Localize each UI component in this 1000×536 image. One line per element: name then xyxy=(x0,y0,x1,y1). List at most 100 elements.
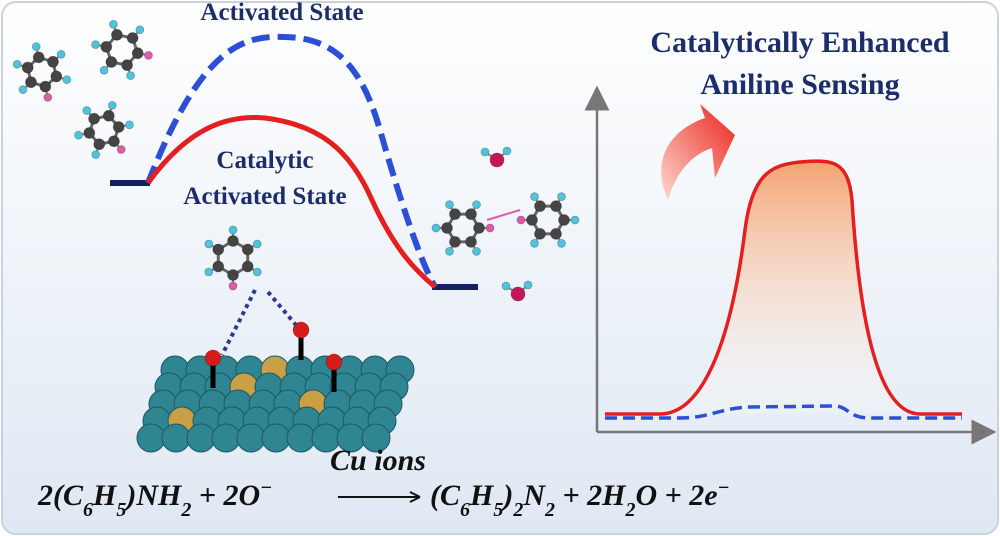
molecules xyxy=(12,20,580,453)
atom xyxy=(530,192,539,202)
atom xyxy=(557,192,566,202)
atom xyxy=(91,150,101,160)
atom xyxy=(431,223,441,233)
equation-token: 2 xyxy=(512,499,523,521)
atom xyxy=(39,80,52,93)
sensing-title: Catalytically Enhanced xyxy=(650,26,949,59)
atom xyxy=(292,321,310,339)
surface-atom xyxy=(261,423,291,453)
atom xyxy=(252,239,262,249)
equation-token: (C xyxy=(430,479,461,512)
atom xyxy=(131,47,144,60)
atom xyxy=(516,215,526,225)
atom xyxy=(74,130,83,140)
surface-atom xyxy=(186,423,216,453)
atom xyxy=(489,152,505,168)
atom xyxy=(557,238,566,248)
atom xyxy=(126,71,135,80)
atom xyxy=(558,214,570,226)
atom xyxy=(109,20,118,29)
catalytic-label: Activated State xyxy=(183,183,346,210)
surface-atom xyxy=(361,423,391,453)
atom xyxy=(473,222,485,234)
atom xyxy=(550,200,562,213)
activated-label: Activated State xyxy=(200,0,363,26)
atom xyxy=(21,61,34,74)
atom xyxy=(47,55,59,68)
equation-token: 2 xyxy=(544,499,555,521)
response-curve xyxy=(605,159,962,416)
atom xyxy=(570,215,580,225)
atom xyxy=(102,109,115,122)
atom xyxy=(445,200,454,210)
atom xyxy=(204,239,214,249)
atom xyxy=(530,238,539,248)
equation-token: 2 xyxy=(624,499,635,521)
equation-token: 6 xyxy=(83,499,93,521)
arrow-label: Cu ions xyxy=(330,444,426,477)
sensing-title: Aniline Sensing xyxy=(700,68,899,101)
equation-token: O + 2e xyxy=(635,479,717,512)
atom xyxy=(83,127,96,139)
atom xyxy=(241,260,254,273)
atom xyxy=(108,135,120,148)
uncatalyzed-curve xyxy=(145,33,438,289)
atom xyxy=(449,208,461,221)
atom xyxy=(204,349,222,367)
equation-token: − xyxy=(718,477,730,499)
atom xyxy=(465,208,477,221)
equation-token: H xyxy=(469,479,495,512)
equation-left: 2(C6H5)NH2 + 2O− xyxy=(37,477,272,521)
atom xyxy=(31,42,41,52)
atom xyxy=(526,214,538,226)
atom xyxy=(107,100,117,110)
atom xyxy=(480,147,490,157)
surface-atom xyxy=(161,423,191,453)
atom xyxy=(212,260,225,273)
equation-token: H xyxy=(92,479,118,512)
baseline-curve xyxy=(605,404,962,420)
atom xyxy=(510,286,526,302)
atom xyxy=(12,59,22,69)
atom xyxy=(227,235,239,247)
atom xyxy=(116,145,126,154)
atom xyxy=(534,200,546,213)
atom xyxy=(126,32,139,44)
atom xyxy=(50,70,63,83)
atom xyxy=(18,85,28,95)
atom xyxy=(523,280,533,290)
atom xyxy=(445,246,454,256)
atom xyxy=(204,267,214,277)
atom xyxy=(501,281,511,291)
equation-token: ) xyxy=(500,479,513,512)
atom xyxy=(472,200,481,210)
equation-token: 5 xyxy=(493,499,503,521)
atom xyxy=(121,59,133,72)
atom xyxy=(135,25,145,35)
equation-token: 2(C xyxy=(37,479,84,512)
atom xyxy=(534,227,546,240)
atom xyxy=(228,281,238,291)
atom xyxy=(91,40,100,50)
atom xyxy=(93,138,106,151)
atom xyxy=(99,65,109,75)
equation-right: (C6H5)2N2 + 2H2O + 2e− xyxy=(430,477,730,521)
surface-atom xyxy=(211,423,241,453)
atom xyxy=(325,353,343,371)
equation-token: + 2H xyxy=(555,479,627,512)
catalytic-label: Catalytic xyxy=(216,147,313,174)
equation-token: 5 xyxy=(116,499,126,521)
atom xyxy=(56,49,66,59)
reaction-arrow-head xyxy=(409,491,421,503)
equation-token: − xyxy=(260,477,272,499)
atom xyxy=(88,112,100,125)
atom xyxy=(32,51,45,64)
atom xyxy=(111,28,123,41)
atom xyxy=(82,106,92,115)
atom xyxy=(105,56,118,68)
atom xyxy=(241,243,254,256)
surface-atom xyxy=(286,423,316,453)
atom xyxy=(465,235,477,248)
response-fill xyxy=(605,161,962,414)
